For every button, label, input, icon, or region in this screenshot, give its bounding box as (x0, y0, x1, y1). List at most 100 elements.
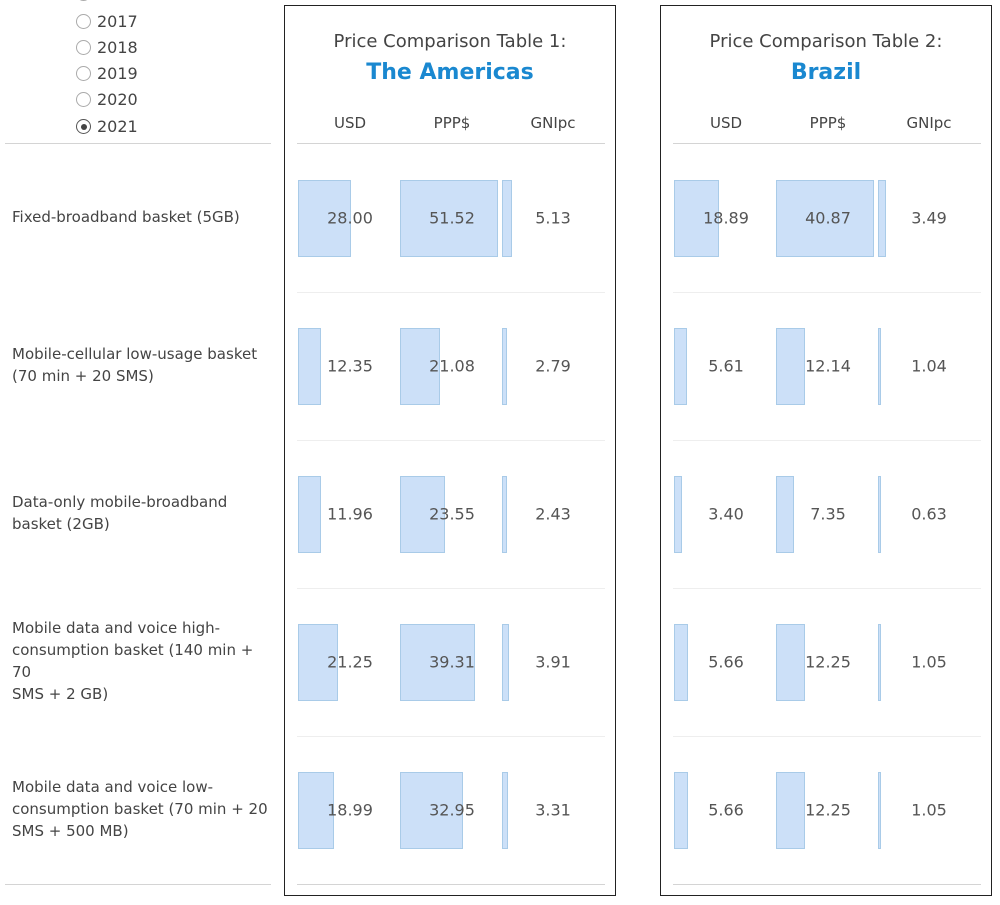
year-option-clipped[interactable] (76, 0, 97, 1)
value-usd: 5.66 (708, 652, 744, 672)
radio-icon[interactable] (76, 14, 91, 29)
value-ppp: 40.87 (805, 208, 851, 228)
radio-icon[interactable] (76, 40, 91, 55)
divider (5, 884, 271, 885)
value-gnipc: 1.04 (911, 356, 947, 376)
value-usd: 28.00 (327, 208, 373, 228)
value-usd: 18.89 (703, 208, 749, 228)
value-ppp: 51.52 (429, 208, 475, 228)
value-ppp: 12.25 (805, 800, 851, 820)
year-label: 2017 (97, 12, 138, 31)
bar-usd (298, 180, 352, 257)
table-subtitle: The Americas (366, 60, 534, 85)
value-gnipc: 3.91 (535, 652, 571, 672)
row-divider (673, 588, 981, 589)
row-label: Mobile-cellular low-usage basket (70 min… (12, 345, 258, 385)
row-divider (297, 588, 605, 589)
bar-gnipc (878, 328, 881, 405)
row-label: Fixed-broadband basket (5GB) (12, 208, 240, 226)
radio-icon[interactable] (76, 119, 91, 134)
row-divider (297, 884, 605, 885)
year-option-2019[interactable]: 2019 (76, 64, 138, 83)
column-header-gnipc: GNIpc (530, 114, 576, 132)
value-ppp: 7.35 (810, 504, 846, 524)
row-divider (297, 736, 605, 737)
bar-usd (298, 772, 335, 849)
row-label: Mobile data and voice low- consumption b… (12, 778, 268, 840)
column-header-usd: USD (709, 114, 743, 132)
value-ppp: 12.25 (805, 652, 851, 672)
value-gnipc: 3.49 (911, 208, 947, 228)
bar-usd (674, 328, 688, 405)
year-label: 2021 (97, 117, 138, 136)
row-divider (673, 884, 981, 885)
bar-usd (298, 328, 322, 405)
value-gnipc: 2.79 (535, 356, 571, 376)
row-divider (673, 440, 981, 441)
row-label: Mobile data and voice high- consumption … (12, 619, 254, 703)
value-gnipc: 5.13 (535, 208, 571, 228)
year-option-2018[interactable]: 2018 (76, 38, 138, 57)
year-option-2017[interactable]: 2017 (76, 12, 138, 31)
table-title: Price Comparison Table 2: (709, 31, 943, 52)
bar-gnipc (502, 476, 507, 553)
value-ppp: 32.95 (429, 800, 475, 820)
bar-usd (298, 624, 339, 701)
bar-ppp (400, 180, 498, 257)
bar-gnipc (878, 476, 881, 553)
row-divider (673, 736, 981, 737)
bar-ppp (776, 476, 794, 553)
column-header-gnipc: GNIpc (906, 114, 952, 132)
row-divider (297, 292, 605, 293)
year-option-2021[interactable]: 2021 (76, 117, 138, 136)
year-option-2020[interactable]: 2020 (76, 90, 138, 109)
radio-icon[interactable] (76, 66, 91, 81)
value-ppp: 23.55 (429, 504, 475, 524)
value-usd: 12.35 (327, 356, 373, 376)
value-ppp: 21.08 (429, 356, 475, 376)
bar-gnipc (502, 772, 509, 849)
bar-ppp (776, 772, 806, 849)
value-ppp: 12.14 (805, 356, 851, 376)
value-gnipc: 0.63 (911, 504, 947, 524)
row-divider (673, 292, 981, 293)
bar-usd (674, 476, 683, 553)
row-label: Data-only mobile-broadband basket (2GB) (12, 493, 228, 533)
year-label: 2020 (97, 90, 138, 109)
bar-ppp (776, 328, 806, 405)
radio-icon[interactable] (76, 92, 91, 107)
bar-ppp (776, 180, 874, 257)
bar-ppp (400, 772, 463, 849)
bar-gnipc (502, 328, 508, 405)
value-ppp: 39.31 (429, 652, 475, 672)
bar-gnipc (502, 180, 512, 257)
bar-usd (674, 180, 720, 257)
bar-gnipc (878, 772, 881, 849)
bar-usd (674, 772, 688, 849)
bar-usd (298, 476, 321, 553)
header-divider (673, 143, 981, 144)
table-title: Price Comparison Table 1: (333, 31, 567, 52)
header-divider (297, 143, 605, 144)
year-label: 2019 (97, 64, 138, 83)
bar-gnipc (878, 180, 887, 257)
divider (5, 143, 271, 144)
year-label: 2018 (97, 38, 138, 57)
value-usd: 11.96 (327, 504, 373, 524)
bar-ppp (776, 624, 806, 701)
radio-icon[interactable] (76, 0, 91, 1)
value-gnipc: 1.05 (911, 652, 947, 672)
bar-ppp (400, 328, 441, 405)
bar-ppp (400, 476, 445, 553)
price-table-1: Price Comparison Table 1: The Americas USD… (284, 5, 616, 896)
bar-ppp (400, 624, 475, 701)
column-header-usd: USD (333, 114, 367, 132)
column-header-ppp: PPP$ (433, 114, 471, 132)
value-usd: 21.25 (327, 652, 373, 672)
bar-usd (674, 624, 688, 701)
value-usd: 3.40 (708, 504, 744, 524)
value-gnipc: 3.31 (535, 800, 571, 820)
value-usd: 18.99 (327, 800, 373, 820)
value-usd: 5.66 (708, 800, 744, 820)
bar-gnipc (502, 624, 510, 701)
